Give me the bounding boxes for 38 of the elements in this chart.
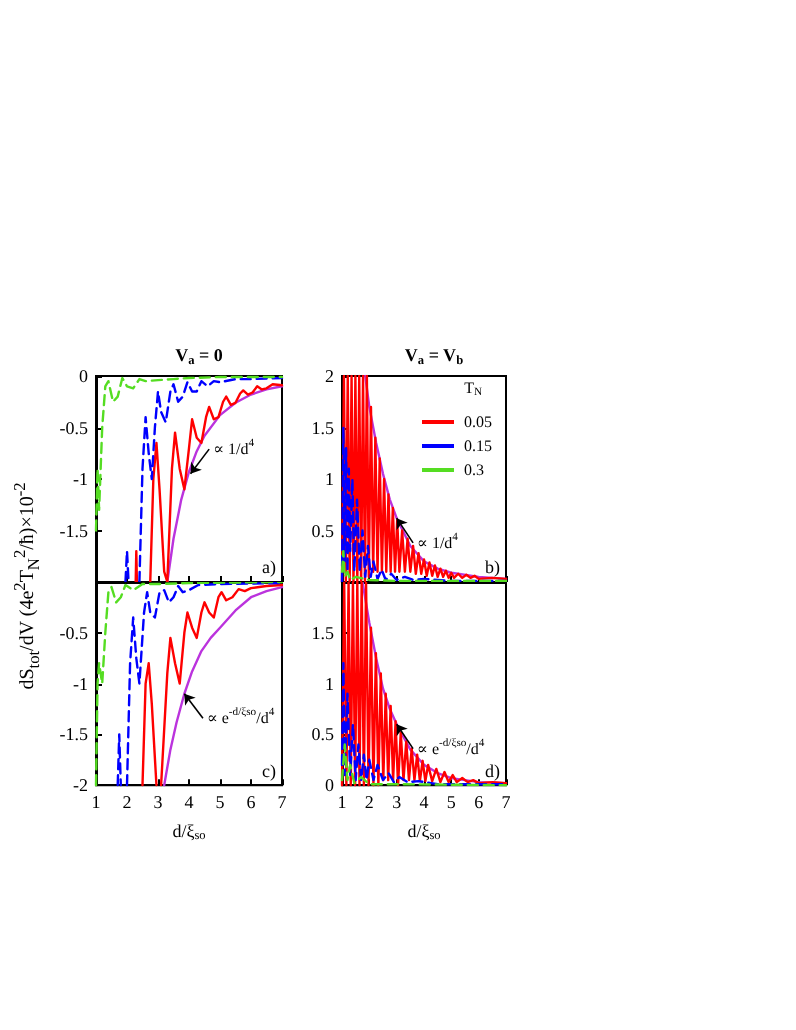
y-tick-label: 0 (79, 366, 89, 386)
x-tick-label: 3 (153, 792, 164, 813)
y-tick-label: 1 (325, 673, 334, 694)
annotation: c) (262, 761, 277, 781)
y-tick-label: -1.5 (59, 724, 89, 745)
y-tick-label: 1.5 (311, 622, 335, 643)
annotation: d) (485, 761, 501, 781)
y-tick-label: -0.5 (59, 417, 89, 438)
legend-label: 0.3 (464, 461, 484, 479)
annotation: b) (485, 557, 501, 577)
x-tick-label: 3 (392, 792, 403, 813)
y-tick-label: 1.5 (311, 417, 335, 438)
y-tick-label: 0 (325, 775, 335, 796)
y-tick-label: -1.5 (59, 520, 89, 541)
x-tick-label: 6 (474, 792, 485, 813)
y-tick-label: -1 (73, 673, 88, 694)
x-tick-label: 7 (277, 792, 288, 813)
line-series (163, 585, 284, 787)
y-tick-label: -1 (73, 469, 88, 489)
legend-label: 0.05 (464, 413, 492, 431)
x-tick-label: 6 (246, 792, 257, 813)
line-series (166, 385, 284, 584)
y-tick-label: -2 (73, 775, 88, 796)
x-tick-label: 2 (364, 792, 374, 813)
x-tick-label: 4 (419, 792, 430, 813)
y-tick-label: 2 (325, 366, 334, 386)
x-tick-label: 5 (446, 792, 457, 813)
x-tick-label: 2 (122, 792, 132, 813)
y-tick-label: 0.5 (311, 724, 335, 745)
x-tick-label: 4 (184, 792, 195, 813)
y-tick-label: 1 (325, 469, 334, 489)
x-tick-label: 7 (501, 792, 512, 813)
legend-label: 0.15 (464, 437, 492, 455)
x-tick-label: 5 (215, 792, 226, 813)
y-tick-label: 0.5 (311, 520, 335, 541)
y-tick-label: -0.5 (59, 622, 89, 643)
line-series (94, 375, 284, 532)
annotation: a) (262, 557, 277, 577)
